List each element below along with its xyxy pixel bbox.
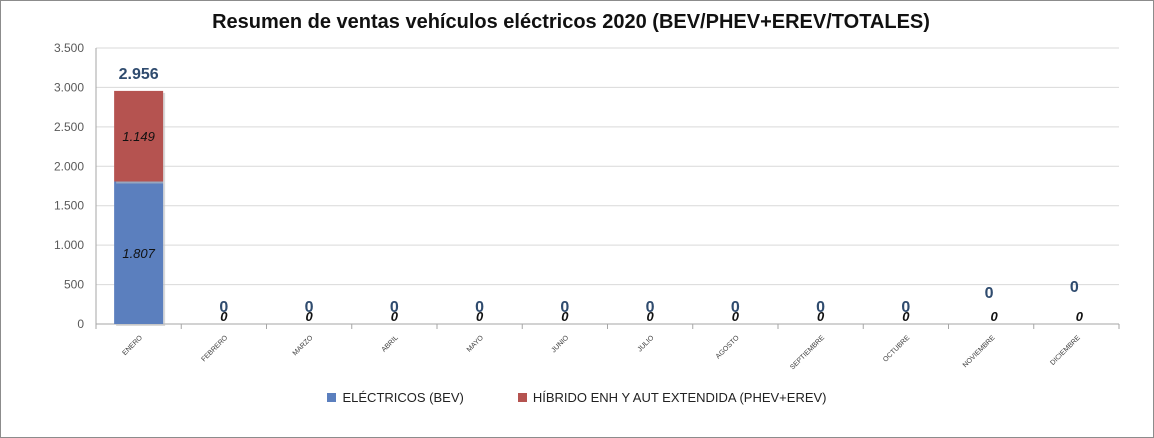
x-tick-label: OCTUBRE xyxy=(882,334,911,363)
chart-legend: ELÉCTRICOS (BEV) HÍBRIDO ENH Y AUT EXTEN… xyxy=(0,390,1154,405)
total-value-label: 0 xyxy=(475,299,484,316)
segment-value-label: 0 xyxy=(817,309,825,324)
chart-title: Resumen de ventas vehículos eléctricos 2… xyxy=(212,11,930,33)
y-tick-label: 2.500 xyxy=(54,120,84,134)
legend-item-bev: ELÉCTRICOS (BEV) xyxy=(327,390,464,405)
y-tick-label: 1.500 xyxy=(54,199,84,213)
legend-swatch-phev xyxy=(517,393,527,402)
total-value-label: 0 xyxy=(985,285,994,302)
x-tick-label: SEPTIEMBRE xyxy=(789,334,826,371)
segment-value-label: 0 xyxy=(1076,309,1084,324)
x-tick-label: JULIO xyxy=(637,334,656,353)
x-tick-label: FEBRERO xyxy=(200,334,229,363)
total-value-label: 0 xyxy=(1070,279,1079,296)
legend-label-phev: HÍBRIDO ENH Y AUT EXTENDIDA (PHEV+EREV) xyxy=(532,390,827,405)
y-tick-label: 3.000 xyxy=(54,80,84,94)
x-tick-label: MAYO xyxy=(466,334,486,354)
segment-value-label: 1.807 xyxy=(122,246,155,261)
y-tick-label: 0 xyxy=(77,317,84,331)
segment-value-label: 0 xyxy=(306,309,314,324)
segment-value-label: 1.149 xyxy=(122,129,155,144)
total-value-label: 0 xyxy=(731,299,740,316)
segment-value-label: 0 xyxy=(476,309,484,324)
x-tick-label: ENERO xyxy=(121,334,144,357)
segment-value-label: 0 xyxy=(220,309,228,324)
total-value-label: 0 xyxy=(390,299,399,316)
x-tick-label: ABRIL xyxy=(381,334,400,353)
x-tick-label: DICIEMBRE xyxy=(1049,334,1082,367)
x-tick-label: NOVIEMBRE xyxy=(962,334,997,369)
y-tick-label: 500 xyxy=(64,278,84,292)
total-value-label: 0 xyxy=(901,299,910,316)
total-value-label: 0 xyxy=(816,299,825,316)
bar-bev xyxy=(114,181,164,324)
bar-phev xyxy=(114,90,164,182)
segment-value-label: 0 xyxy=(391,309,399,324)
x-tick-label: MARZO xyxy=(292,334,315,357)
total-value-label: 0 xyxy=(560,299,569,316)
segment-value-label: 0 xyxy=(902,309,910,324)
legend-swatch-bev xyxy=(327,393,337,402)
total-value-label: 0 xyxy=(305,299,314,316)
segment-value-label: 0 xyxy=(647,309,655,324)
segment-value-label: 0 xyxy=(732,309,740,324)
x-tick-label: JUNIO xyxy=(550,334,570,354)
x-tick-label: AGOSTO xyxy=(715,334,741,360)
total-value-label: 0 xyxy=(219,299,228,316)
y-tick-label: 2.000 xyxy=(54,159,84,173)
segment-value-label: 0 xyxy=(561,309,569,324)
y-tick-label: 3.500 xyxy=(54,41,84,55)
legend-item-phev: HÍBRIDO ENH Y AUT EXTENDIDA (PHEV+EREV) xyxy=(517,390,827,405)
total-value-label: 0 xyxy=(646,299,655,316)
total-value-label: 2.956 xyxy=(119,66,159,83)
legend-label-bev: ELÉCTRICOS (BEV) xyxy=(342,390,464,405)
segment-value-label: 0 xyxy=(991,309,999,324)
y-tick-label: 1.000 xyxy=(54,238,84,252)
